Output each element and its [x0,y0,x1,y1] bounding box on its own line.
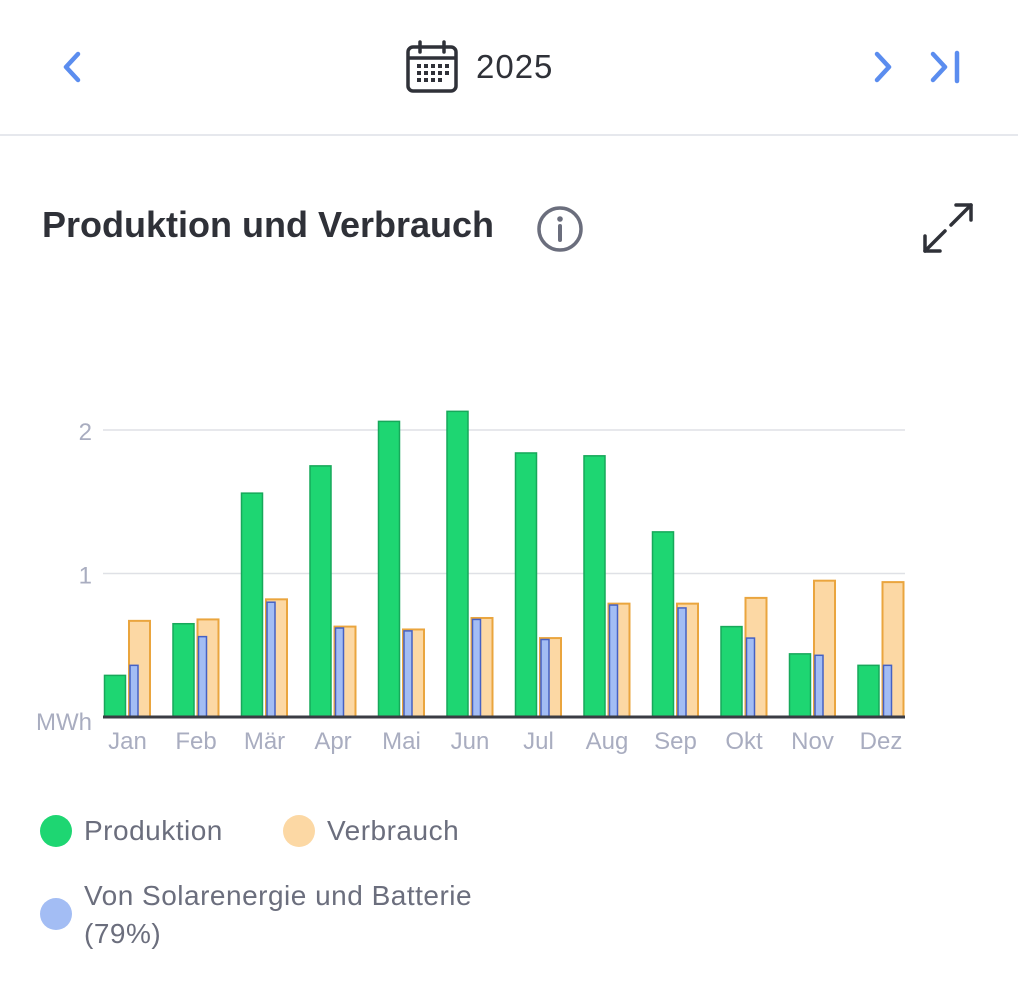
legend-dot-consumption [283,815,315,847]
x-tick-label: Jan [108,728,147,755]
card-title: Produktion und Verbrauch [42,204,495,245]
x-tick-label: Okt [725,728,763,755]
legend-dot-self-supply [40,898,72,930]
x-tick-label: Nov [791,728,834,755]
period-picker[interactable]: 2025 [404,38,553,96]
x-tick-label: Jul [523,728,554,755]
legend-label-production: Produktion [84,815,223,846]
chevron-right-icon [874,51,892,83]
bar-production [651,531,675,718]
legend-label-consumption: Verbrauch [327,815,460,846]
bar-production [240,492,264,718]
info-button[interactable] [535,204,585,254]
x-tick-label: Sep [654,728,697,755]
bar-self-supply [814,654,824,718]
y-tick-label: 2 [79,419,92,446]
expand-icon [923,203,973,253]
production-consumption-chart: 1 2 MWh Jan Feb Mär Apr Mai Jun Jul Aug Sep Okt Nov De… [36,410,905,755]
legend-label-self-supply: Von Solarenergie und Batterie (79%) [84,877,472,953]
legend-label-self-supply-line1: Von Solarenergie und Batterie [84,880,473,911]
legend-item-self-supply: Von Solarenergie und Batterie (79%) [40,880,472,953]
bar-self-supply [471,618,482,718]
x-tick-label: Jun [451,728,490,755]
legend-dot-production [40,815,72,847]
previous-period-button[interactable] [47,42,97,92]
bar-production [720,625,743,718]
bar-self-supply [745,637,756,718]
skip-to-end-icon [930,50,960,84]
bar-self-supply [540,638,550,718]
bar-self-supply [608,604,619,718]
bar-production [172,622,195,718]
chevron-left-icon [63,51,81,83]
x-tick-label: Aug [586,728,629,755]
bar-production [514,452,538,718]
bar-self-supply [882,664,893,718]
bar-self-supply [129,664,139,718]
legend-item-consumption: Verbrauch [283,815,459,850]
bar-production [309,465,332,718]
bar-production [103,674,127,718]
bar-self-supply [677,607,687,718]
info-icon [537,206,583,252]
bar-production [446,410,469,718]
expand-chart-button[interactable] [920,200,976,256]
legend-label-self-supply-percentage: (79%) [84,918,162,949]
bar-production [857,664,880,718]
next-period-button[interactable] [858,42,908,92]
bar-self-supply [334,627,345,718]
bar-self-supply [197,635,208,718]
calendar-icon [406,40,458,93]
bar-self-supply [266,601,276,718]
x-tick-label: Apr [314,728,351,755]
bar-production [583,455,606,718]
y-unit-label: MWh [36,709,92,736]
x-tick-label: Feb [175,728,216,755]
x-tick-label: Mär [244,728,285,755]
y-tick-label: 1 [79,563,92,590]
period-navigation-bar: 2025 [0,0,1018,136]
bar-self-supply [403,630,413,718]
legend-item-production: Produktion [40,815,223,850]
bar-production [788,653,812,718]
x-tick-label: Dez [860,728,903,755]
x-tick-label: Mai [382,728,421,755]
last-period-button[interactable] [920,42,970,92]
period-label: 2025 [476,48,554,85]
bar-production [377,420,401,718]
